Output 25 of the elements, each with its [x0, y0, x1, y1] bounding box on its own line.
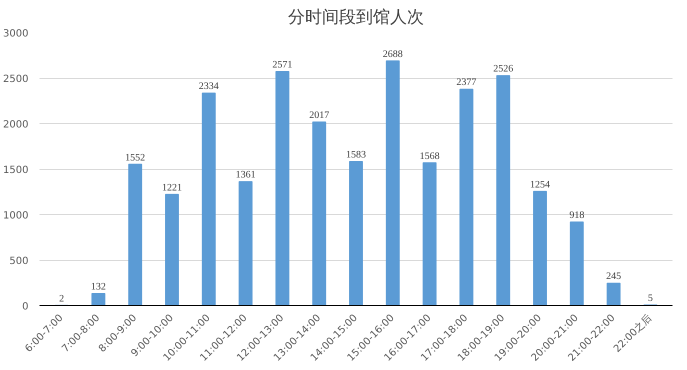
data-label: 132: [90, 281, 106, 292]
y-tick-label: 2000: [3, 120, 29, 130]
data-label: 2: [59, 293, 64, 304]
data-label: 2377: [456, 77, 476, 88]
data-label: 2688: [382, 48, 403, 60]
y-tick-label: 0: [22, 302, 29, 312]
data-label: 1361: [236, 170, 256, 181]
data-label: 2571: [272, 60, 292, 71]
y-tick-label: 500: [9, 256, 29, 267]
y-tick-label: 3000: [3, 28, 29, 40]
data-label: 2017: [309, 110, 330, 121]
y-tick-label: 1000: [3, 210, 29, 222]
data-label: 1221: [162, 182, 182, 194]
data-label: 5: [648, 293, 653, 304]
data-label: 1254: [530, 179, 550, 190]
data-label: 918: [569, 210, 584, 221]
data-label: 1552: [125, 152, 146, 164]
data-label: 1568: [420, 150, 440, 162]
data-label: 245: [606, 271, 622, 282]
data-label: 2526: [493, 64, 514, 75]
chart-title: 分时间段到馆人次: [288, 8, 424, 28]
data-label: 1583: [346, 149, 366, 160]
y-tick-label: 1500: [3, 165, 29, 176]
data-label: 2334: [198, 81, 219, 92]
y-tick-label: 2500: [3, 74, 29, 85]
